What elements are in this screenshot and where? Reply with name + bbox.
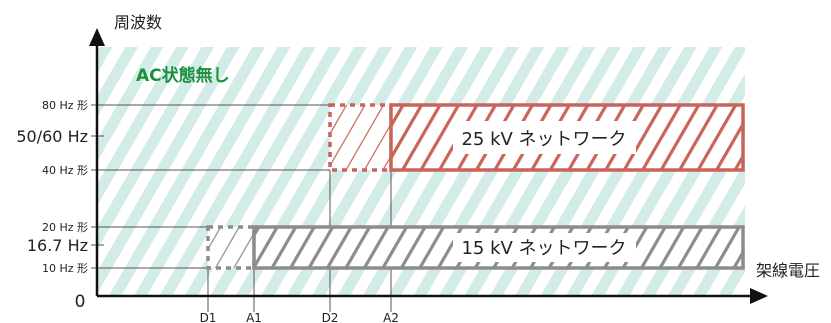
network-25kv-transition bbox=[328, 103, 393, 172]
network-15kv-label-bg bbox=[453, 233, 636, 262]
y-axis-arrow bbox=[89, 28, 105, 46]
y-tick-40hz: 40 Hz 形 bbox=[42, 164, 88, 177]
origin-label: 0 bbox=[75, 292, 86, 312]
y-tick-167hz: 16.7 Hz bbox=[27, 236, 88, 255]
horizontal-guides bbox=[91, 104, 330, 269]
x-tick-a1: A1 bbox=[246, 311, 262, 323]
x-tick-a2: A2 bbox=[383, 311, 399, 323]
network-15kv-transition bbox=[206, 225, 256, 270]
network-15kv: 15 kV ネットワーク bbox=[206, 225, 745, 270]
axes bbox=[89, 28, 768, 304]
x-axis-arrow bbox=[750, 288, 768, 304]
network-25kv-label: 25 kV ネットワーク bbox=[461, 129, 626, 150]
x-tick-d2: D2 bbox=[322, 311, 339, 323]
no-ac-label: AC状態無し bbox=[136, 65, 230, 86]
network-25kv-label-bg bbox=[453, 121, 636, 154]
y-tick-20hz: 20 Hz 形 bbox=[42, 221, 88, 234]
y-tick-10hz: 10 Hz 形 bbox=[42, 262, 88, 275]
network-25kv: 25 kV ネットワーク bbox=[328, 103, 745, 172]
y-axis-title: 周波数 bbox=[114, 13, 162, 32]
x-tick-d1: D1 bbox=[200, 311, 217, 323]
y-tick-5060hz: 50/60 Hz bbox=[16, 127, 88, 146]
network-15kv-label: 15 kV ネットワーク bbox=[461, 238, 626, 259]
x-axis-title: 架線電圧 bbox=[756, 261, 820, 280]
y-tick-80hz: 80 Hz 形 bbox=[42, 99, 88, 112]
